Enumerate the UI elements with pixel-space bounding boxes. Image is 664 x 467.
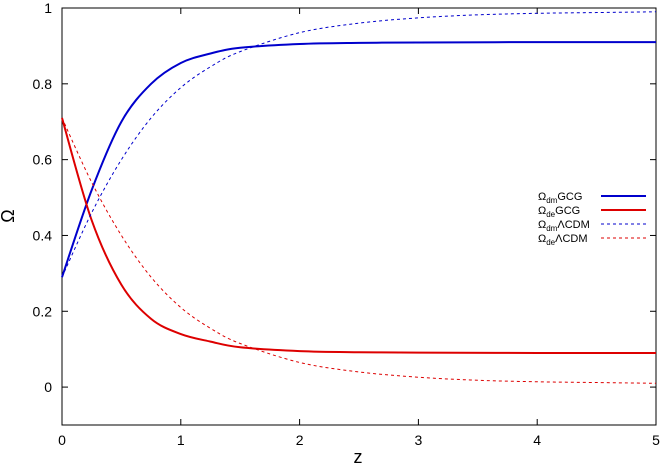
legend-label-2: ΩdeGCG [538,205,580,219]
y-tick-label: 0.6 [33,152,53,168]
x-tick-label: 4 [533,432,541,448]
series-line-1 [61,41,657,278]
legend-label-1: ΩdmGCG [538,191,582,205]
x-tick-label: 5 [652,432,660,448]
legend-label-4: ΩdeΛCDM [538,233,588,247]
y-tick-label: 0.4 [33,227,53,243]
y-axis-title: Ω [0,209,18,222]
series-lines [61,11,657,384]
series-line-4 [61,117,657,384]
y-tick-label: 0 [44,379,52,395]
x-tick-label: 3 [415,432,423,448]
x-tick-label: 1 [177,432,185,448]
x-tick-label: 2 [296,432,304,448]
plot-frame [61,7,657,426]
series-line-3 [61,11,657,278]
legend-label-3: ΩdmΛCDM [538,219,590,233]
x-tick-label: 0 [58,432,66,448]
y-tick-label: 0.2 [33,303,53,319]
y-tick-label: 0.8 [33,76,53,92]
y-tick-label: 1 [44,0,52,16]
series-line-2 [61,117,657,355]
x-axis-title: z [354,447,363,467]
